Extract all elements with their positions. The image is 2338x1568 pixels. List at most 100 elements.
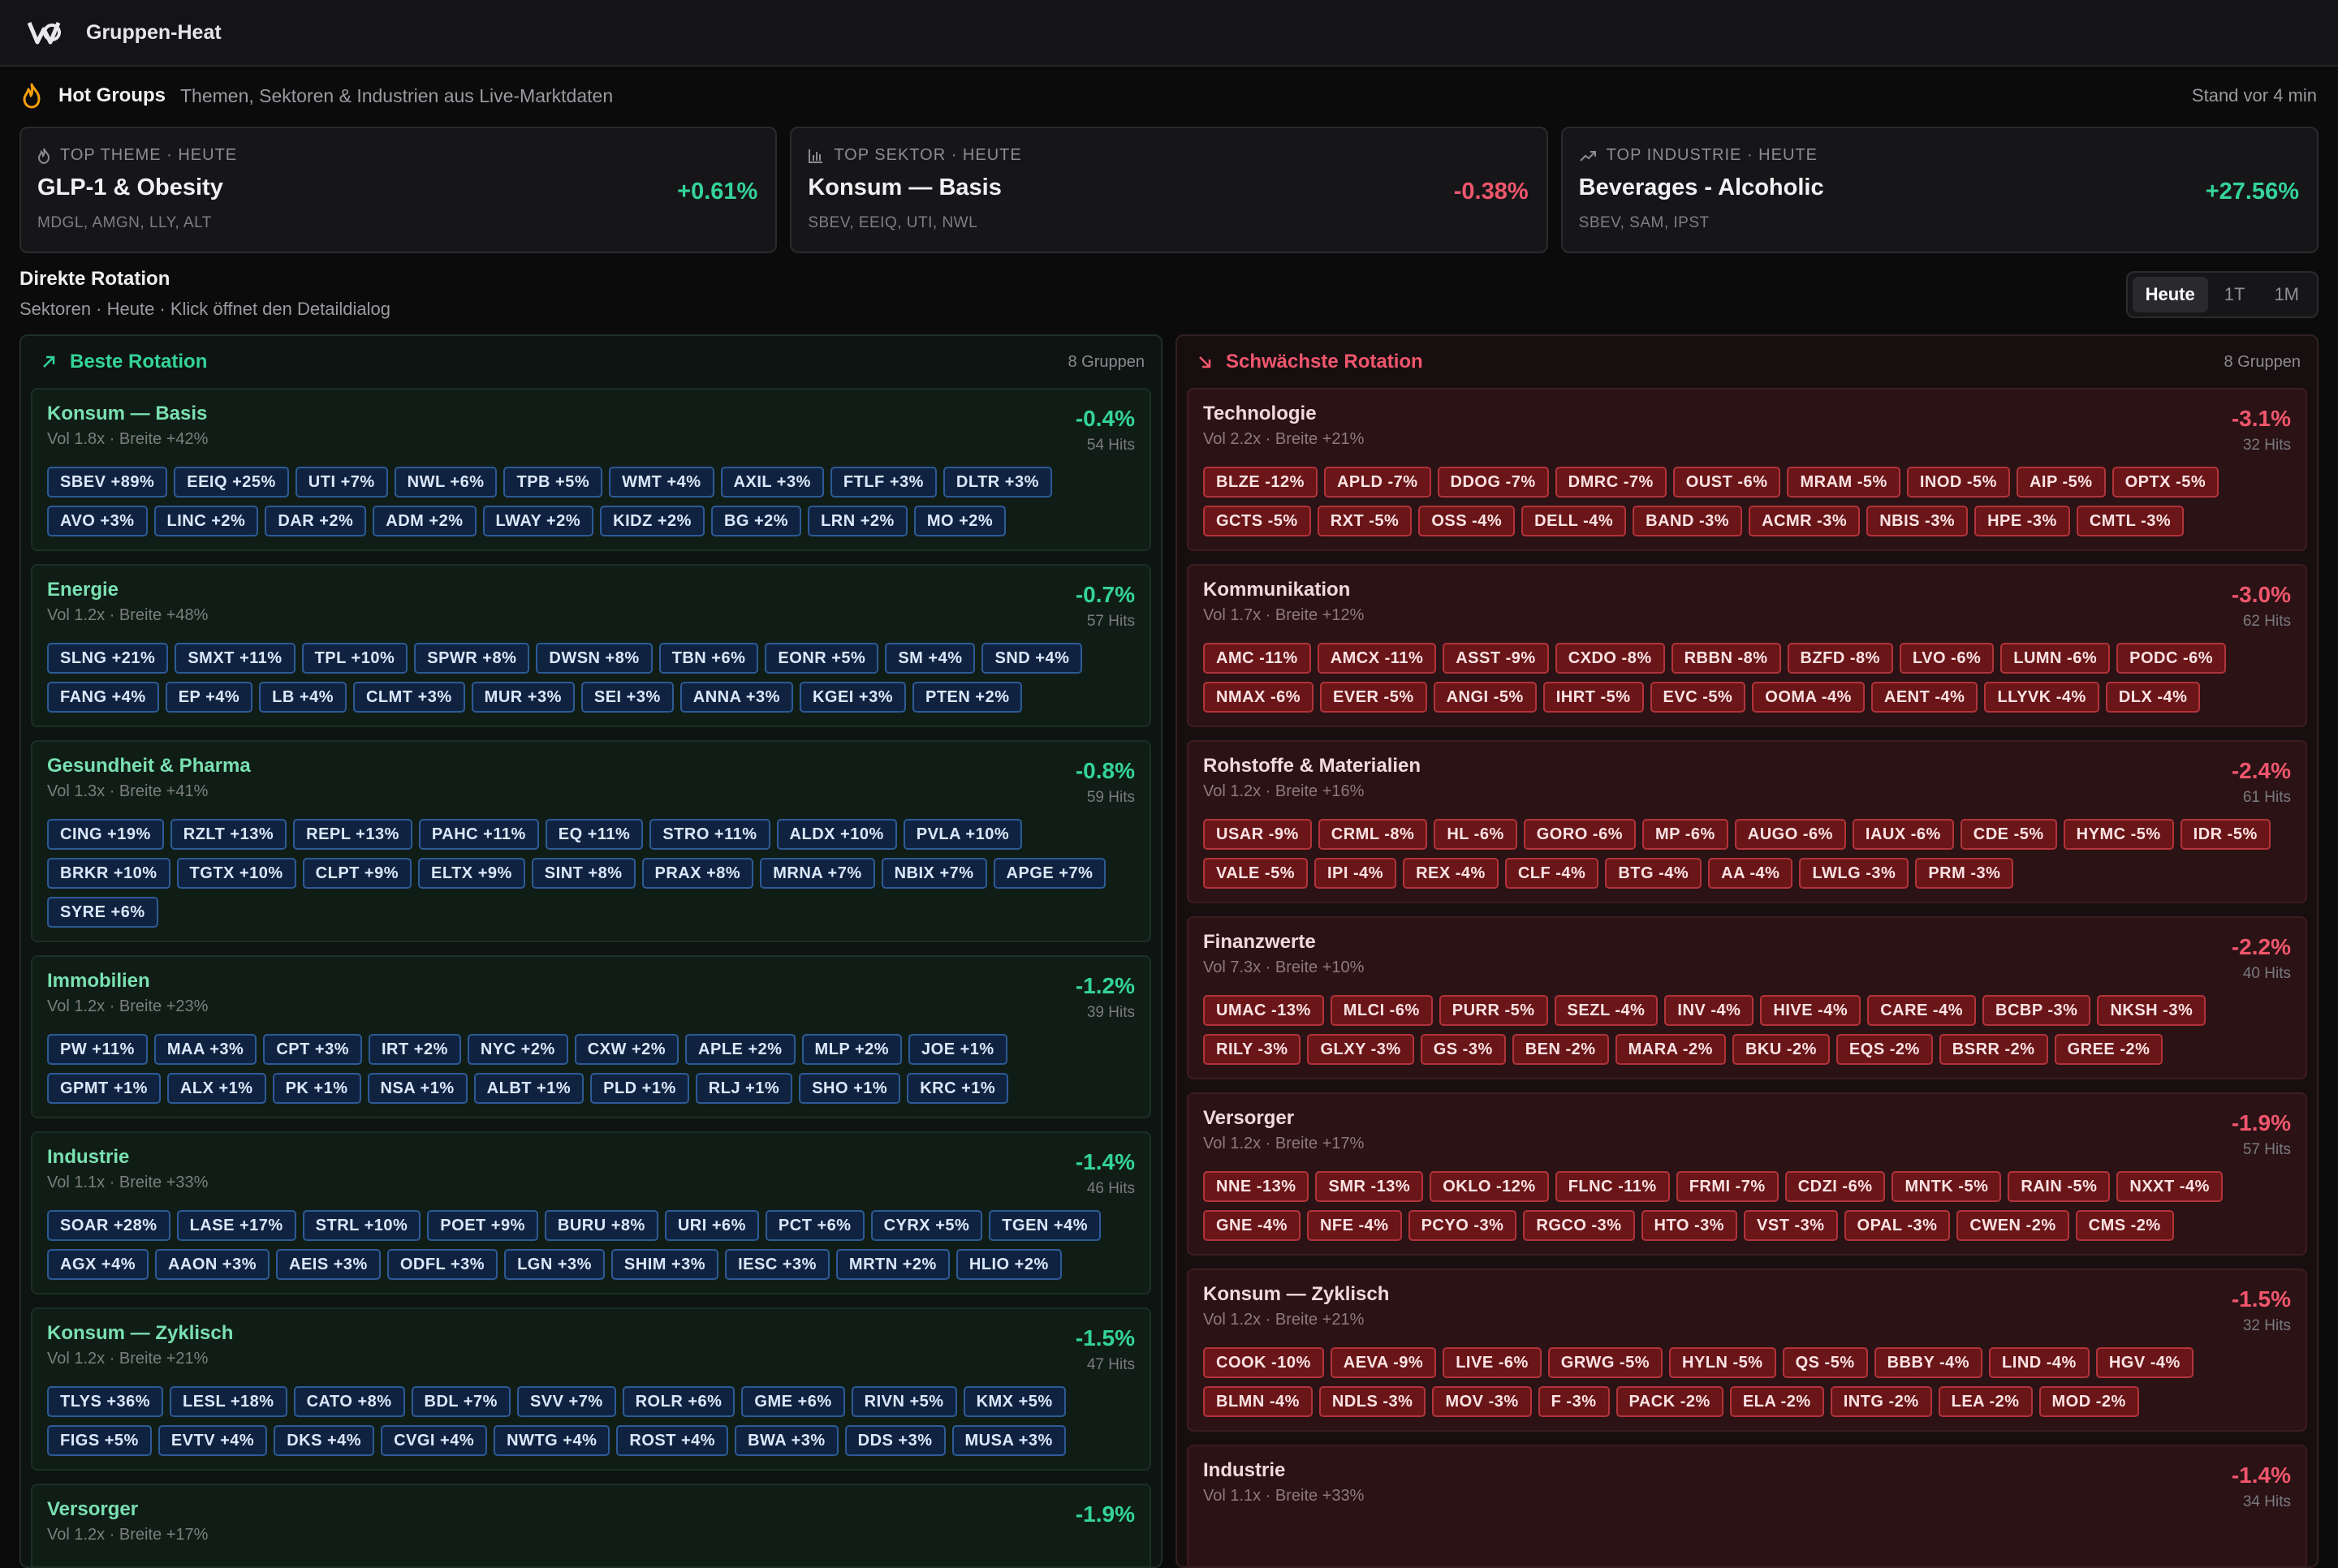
ticker-chip[interactable]: LIND -4% <box>1989 1347 2090 1378</box>
ticker-chip[interactable]: APLE +2% <box>685 1034 796 1065</box>
ticker-chip[interactable]: PRM -3% <box>1915 858 2014 889</box>
ticker-chip[interactable]: IPI -4% <box>1314 858 1397 889</box>
ticker-chip[interactable]: AVO +3% <box>47 506 148 536</box>
ticker-chip[interactable]: PCYO -3% <box>1408 1210 1517 1241</box>
group-card[interactable]: Finanzwerte Vol 7.3x · Breite +10% -2.2% 40… <box>1187 916 2307 1079</box>
ticker-chip[interactable]: BLZE -12% <box>1203 467 1318 498</box>
ticker-chip[interactable]: RLJ +1% <box>695 1073 793 1104</box>
ticker-chip[interactable]: NKSH -3% <box>2097 995 2206 1026</box>
ticker-chip[interactable]: ELA -2% <box>1729 1386 1824 1417</box>
ticker-chip[interactable]: CMS -2% <box>2075 1210 2174 1241</box>
ticker-chip[interactable]: EQ +11% <box>545 819 644 850</box>
ticker-chip[interactable]: EQS -2% <box>1835 1034 1933 1065</box>
ticker-chip[interactable]: PAHC +11% <box>418 819 539 850</box>
ticker-chip[interactable]: LGN +3% <box>504 1249 605 1280</box>
ticker-chip[interactable]: NDLS -3% <box>1318 1386 1426 1417</box>
ticker-chip[interactable]: HGV -4% <box>2095 1347 2193 1378</box>
ticker-chip[interactable]: SEZL -4% <box>1554 995 1659 1026</box>
ticker-chip[interactable]: MOV -3% <box>1432 1386 1532 1417</box>
ticker-chip[interactable]: SBEV +89% <box>47 467 168 498</box>
ticker-chip[interactable]: FANG +4% <box>47 682 159 713</box>
ticker-chip[interactable]: SEI +3% <box>580 682 674 713</box>
ticker-chip[interactable]: HYLN -5% <box>1669 1347 1776 1378</box>
ticker-chip[interactable]: MP -6% <box>1642 819 1728 850</box>
ticker-chip[interactable]: ADM +2% <box>373 506 477 536</box>
ticker-chip[interactable]: AEIS +3% <box>276 1249 381 1280</box>
ticker-chip[interactable]: SLNG +21% <box>47 643 169 674</box>
ticker-chip[interactable]: PK +1% <box>272 1073 361 1104</box>
ticker-chip[interactable]: BDL +7% <box>411 1386 511 1417</box>
ticker-chip[interactable]: BURU +8% <box>544 1210 658 1241</box>
group-card[interactable]: Kommunikation Vol 1.7x · Breite +12% -3.0%… <box>1187 564 2307 727</box>
ticker-chip[interactable]: PLD +1% <box>590 1073 689 1104</box>
ticker-chip[interactable]: DELL -4% <box>1521 506 1627 536</box>
top-industry-card[interactable]: TOP INDUSTRIE · HEUTE Beverages - Alcoho… <box>1560 127 2319 253</box>
ticker-chip[interactable]: RIVN +5% <box>851 1386 957 1417</box>
ticker-chip[interactable]: KRC +1% <box>907 1073 1009 1104</box>
ticker-chip[interactable]: IDR -5% <box>2180 819 2271 850</box>
ticker-chip[interactable]: TPB +5% <box>503 467 603 498</box>
top-sector-card[interactable]: TOP SEKTOR · HEUTE Konsum — Basis SBEV, … <box>790 127 1548 253</box>
ticker-chip[interactable]: COOK -10% <box>1203 1347 1324 1378</box>
ticker-chip[interactable]: EVC -5% <box>1650 682 1746 713</box>
ticker-chip[interactable]: TGEN +4% <box>989 1210 1101 1241</box>
ticker-chip[interactable]: LB +4% <box>259 682 347 713</box>
ticker-chip[interactable]: ALX +1% <box>166 1073 266 1104</box>
ticker-chip[interactable]: RILY -3% <box>1203 1034 1301 1065</box>
ticker-chip[interactable]: ELTX +9% <box>418 858 525 889</box>
group-card[interactable]: Konsum — Basis Vol 1.8x · Breite +42% -0.4… <box>31 388 1151 551</box>
group-card[interactable]: Industrie Vol 1.1x · Breite +33% -1.4% 34 H… <box>1187 1445 2307 1566</box>
ticker-chip[interactable]: LASE +17% <box>176 1210 296 1241</box>
ticker-chip[interactable]: OOMA -4% <box>1752 682 1865 713</box>
ticker-chip[interactable]: AMCX -11% <box>1317 643 1437 674</box>
ticker-chip[interactable]: BWA +3% <box>735 1425 839 1456</box>
ticker-chip[interactable]: AEVA -9% <box>1330 1347 1437 1378</box>
ticker-chip[interactable]: BG +2% <box>710 506 802 536</box>
ticker-chip[interactable]: HIVE -4% <box>1760 995 1861 1026</box>
ticker-chip[interactable]: LEA -2% <box>1938 1386 2033 1417</box>
ticker-chip[interactable]: LINC +2% <box>153 506 259 536</box>
ticker-chip[interactable]: NNE -13% <box>1203 1171 1309 1202</box>
ticker-chip[interactable]: NYC +2% <box>467 1034 568 1065</box>
ticker-chip[interactable]: TBN +6% <box>658 643 759 674</box>
ticker-chip[interactable]: GRWG -5% <box>1547 1347 1663 1378</box>
ticker-chip[interactable]: BTG -4% <box>1605 858 1702 889</box>
ticker-chip[interactable]: GNE -4% <box>1203 1210 1301 1241</box>
ticker-chip[interactable]: AGX +4% <box>47 1249 149 1280</box>
ticker-chip[interactable]: CWEN -2% <box>1956 1210 2069 1241</box>
ticker-chip[interactable]: DAR +2% <box>265 506 367 536</box>
ticker-chip[interactable]: FLNC -11% <box>1555 1171 1670 1202</box>
ticker-chip[interactable]: MARA -2% <box>1615 1034 1726 1065</box>
ticker-chip[interactable]: PVLA +10% <box>903 819 1023 850</box>
ticker-chip[interactable]: SMXT +11% <box>175 643 295 674</box>
group-card[interactable]: Industrie Vol 1.1x · Breite +33% -1.4% 46 H… <box>31 1131 1151 1294</box>
app-logo-icon[interactable] <box>28 15 63 50</box>
ticker-chip[interactable]: MLP +2% <box>801 1034 903 1065</box>
ticker-chip[interactable]: HTO -3% <box>1641 1210 1738 1241</box>
ticker-chip[interactable]: RGCO -3% <box>1523 1210 1635 1241</box>
ticker-chip[interactable]: DLX -4% <box>2105 682 2201 713</box>
ticker-chip[interactable]: NMAX -6% <box>1203 682 1314 713</box>
ticker-chip[interactable]: DDS +3% <box>844 1425 946 1456</box>
ticker-chip[interactable]: STRL +10% <box>302 1210 421 1241</box>
ticker-chip[interactable]: CLMT +3% <box>352 682 465 713</box>
ticker-chip[interactable]: HLIO +2% <box>955 1249 1062 1280</box>
ticker-chip[interactable]: MO +2% <box>913 506 1007 536</box>
ticker-chip[interactable]: RZLT +13% <box>170 819 287 850</box>
ticker-chip[interactable]: KGEI +3% <box>799 682 906 713</box>
ticker-chip[interactable]: OUST -6% <box>1672 467 1781 498</box>
ticker-chip[interactable]: RXT -5% <box>1317 506 1413 536</box>
ticker-chip[interactable]: LWAY +2% <box>482 506 594 536</box>
ticker-chip[interactable]: NBIS -3% <box>1866 506 1969 536</box>
ticker-chip[interactable]: OSS -4% <box>1418 506 1516 536</box>
ticker-chip[interactable]: SMR -13% <box>1315 1171 1424 1202</box>
ticker-chip[interactable]: BZFD -8% <box>1787 643 1893 674</box>
ticker-chip[interactable]: NBIX +7% <box>881 858 987 889</box>
ticker-chip[interactable]: BEN -2% <box>1512 1034 1609 1065</box>
ticker-chip[interactable]: LVO -6% <box>1899 643 1995 674</box>
ticker-chip[interactable]: ACMR -3% <box>1749 506 1861 536</box>
ticker-chip[interactable]: SND +4% <box>981 643 1083 674</box>
ticker-chip[interactable]: REX -4% <box>1403 858 1499 889</box>
ticker-chip[interactable]: CVGI +4% <box>381 1425 488 1456</box>
ticker-chip[interactable]: BCBP -3% <box>1982 995 2091 1026</box>
